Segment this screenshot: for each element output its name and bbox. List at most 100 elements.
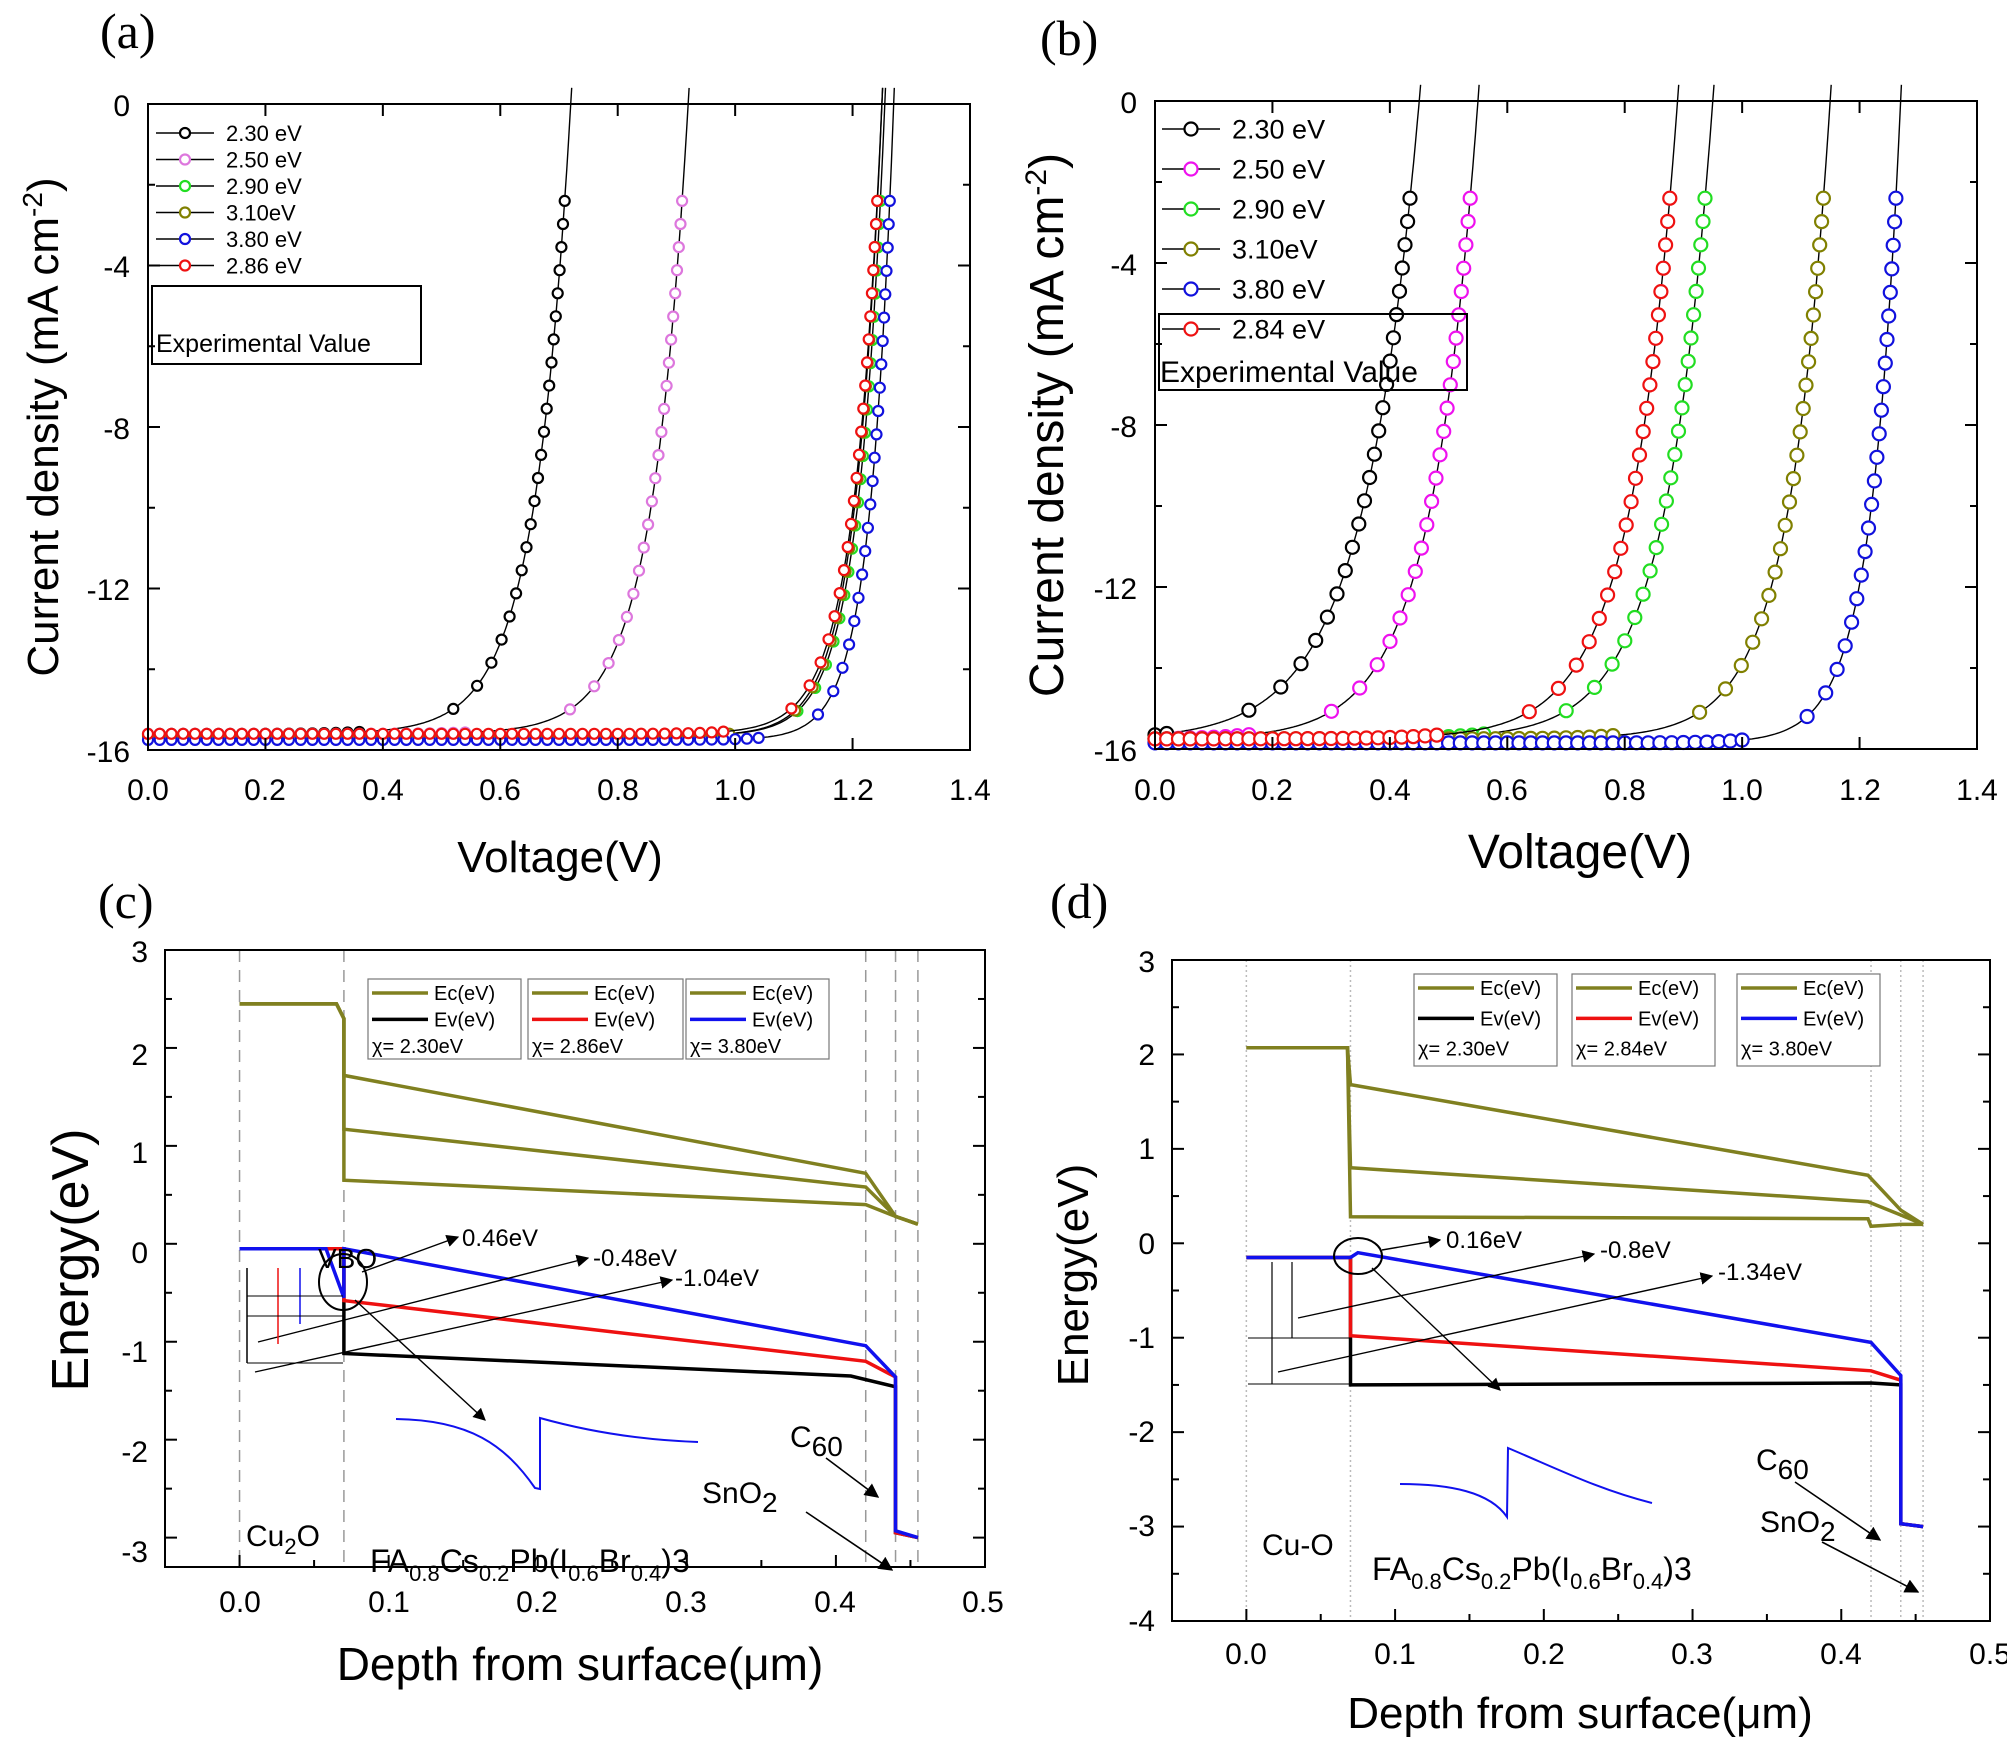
jv-marker <box>1697 190 1713 206</box>
c-layer-htl: Cu2O <box>246 1520 320 1559</box>
jv-marker <box>541 727 554 740</box>
jv-marker <box>669 287 682 300</box>
d-xtick: 0.5 <box>1969 1638 2007 1671</box>
jv-marker <box>868 240 881 254</box>
jv-marker <box>1375 400 1391 416</box>
jv-marker <box>188 727 202 740</box>
jv-marker <box>814 656 827 669</box>
c-ytick: -1 <box>121 1336 148 1369</box>
jv-marker <box>1642 563 1658 579</box>
jv-marker <box>1789 447 1805 463</box>
c-plot-frame <box>164 949 986 1568</box>
c-arrow-sno2 <box>805 1511 894 1571</box>
b-legend: 2.30 eV 2.50 eV 2.90 eV 3.10eV 3.80 eV 2.84 e… <box>1162 115 1325 345</box>
a-xtick: 1.4 <box>949 774 991 807</box>
c-ytick: 0 <box>131 1237 148 1270</box>
d-arrow-inset <box>1371 1267 1501 1391</box>
jv-marker <box>872 404 885 418</box>
jv-marker <box>873 381 886 394</box>
jv-marker <box>1663 470 1679 486</box>
jv-marker <box>564 727 577 740</box>
jv-marker <box>1807 284 1824 300</box>
c-arrow-104 <box>254 1276 674 1373</box>
jv-marker <box>833 586 846 600</box>
c-arrow-c60 <box>825 1457 880 1498</box>
c-xtick: 0.1 <box>368 1586 410 1619</box>
legend-label: 3.80 eV <box>226 227 302 252</box>
legend-marker <box>178 206 192 219</box>
jv-marker <box>740 732 754 745</box>
jv-marker <box>1695 213 1711 230</box>
jv-marker <box>1680 353 1696 369</box>
jv-marker <box>558 194 571 207</box>
jv-marker <box>485 656 498 669</box>
legend-ec-label: Ec(eV) <box>594 983 655 1005</box>
jv-marker <box>563 703 577 716</box>
jv-marker <box>667 310 680 323</box>
d-ytick: 2 <box>1138 1039 1155 1072</box>
jv-marker <box>879 288 892 301</box>
jv-marker <box>1717 681 1734 697</box>
c-arrow-046 <box>361 1234 460 1273</box>
jv-marker <box>1815 190 1832 206</box>
legend-marker <box>178 179 192 193</box>
jv-marker <box>1462 190 1478 206</box>
jv-marker <box>1558 703 1574 719</box>
jv-marker <box>459 727 472 740</box>
jv-marker <box>857 402 870 415</box>
jv-marker <box>1691 704 1708 720</box>
jv-marker <box>635 727 648 740</box>
jv-marker <box>282 727 295 740</box>
d-band-curves <box>1246 1046 1925 1529</box>
jv-marker <box>576 727 589 740</box>
jv-marker <box>235 727 248 740</box>
jv-marker <box>412 727 425 740</box>
a-ytick: -8 <box>103 413 130 446</box>
jv-marker <box>1397 237 1413 253</box>
jv-marker <box>859 379 872 392</box>
jv-marker <box>1599 587 1616 603</box>
jv-marker <box>1785 471 1802 487</box>
jv-marker <box>509 587 523 600</box>
jv-marker <box>556 217 570 231</box>
a-xlabel: Voltage(V) <box>457 833 662 882</box>
legend-ev-label: Ev(eV) <box>1803 1008 1864 1030</box>
jv-marker <box>1829 661 1845 678</box>
jv-marker <box>294 727 307 740</box>
jv-marker <box>177 727 190 740</box>
jv-marker <box>612 633 626 647</box>
jv-marker <box>1351 516 1367 532</box>
jv-marker <box>1657 237 1674 253</box>
jv-marker <box>531 471 545 485</box>
legend-label: 2.30 eV <box>1232 115 1325 145</box>
d-ytick: -4 <box>1128 1605 1155 1638</box>
legend-ev-label: Ev(eV) <box>594 1009 655 1031</box>
jv-marker <box>1777 517 1793 533</box>
legend-chi-label: χ= 2.86eV <box>532 1036 624 1058</box>
jv-marker <box>882 218 895 231</box>
jv-marker <box>859 544 872 558</box>
jv-marker <box>1798 377 1814 393</box>
jv-marker <box>1812 237 1828 253</box>
jv-marker <box>1818 685 1834 701</box>
jv-marker <box>1607 564 1623 580</box>
jv-marker <box>1658 493 1675 509</box>
legend-label: 2.30 eV <box>226 121 302 146</box>
legend-ev-label: Ev(eV) <box>1480 1008 1541 1030</box>
jv-marker <box>1648 330 1664 346</box>
legend-ec-label: Ec(eV) <box>752 983 813 1005</box>
jv-marker <box>153 727 166 740</box>
jv-marker <box>1432 447 1448 463</box>
jv-marker <box>165 727 178 740</box>
c-layer-sno2: SnO2 <box>702 1477 778 1518</box>
jv-marker <box>682 727 695 740</box>
jv-marker <box>1810 260 1826 276</box>
jv-marker <box>1399 213 1416 230</box>
jv-marker <box>1667 446 1683 463</box>
legend-chi-label: χ= 3.80eV <box>1741 1039 1833 1061</box>
b-ytick: -4 <box>1110 249 1137 282</box>
jv-marker <box>1888 190 1904 206</box>
b-ticks <box>1154 100 1978 750</box>
jv-marker <box>520 541 533 554</box>
